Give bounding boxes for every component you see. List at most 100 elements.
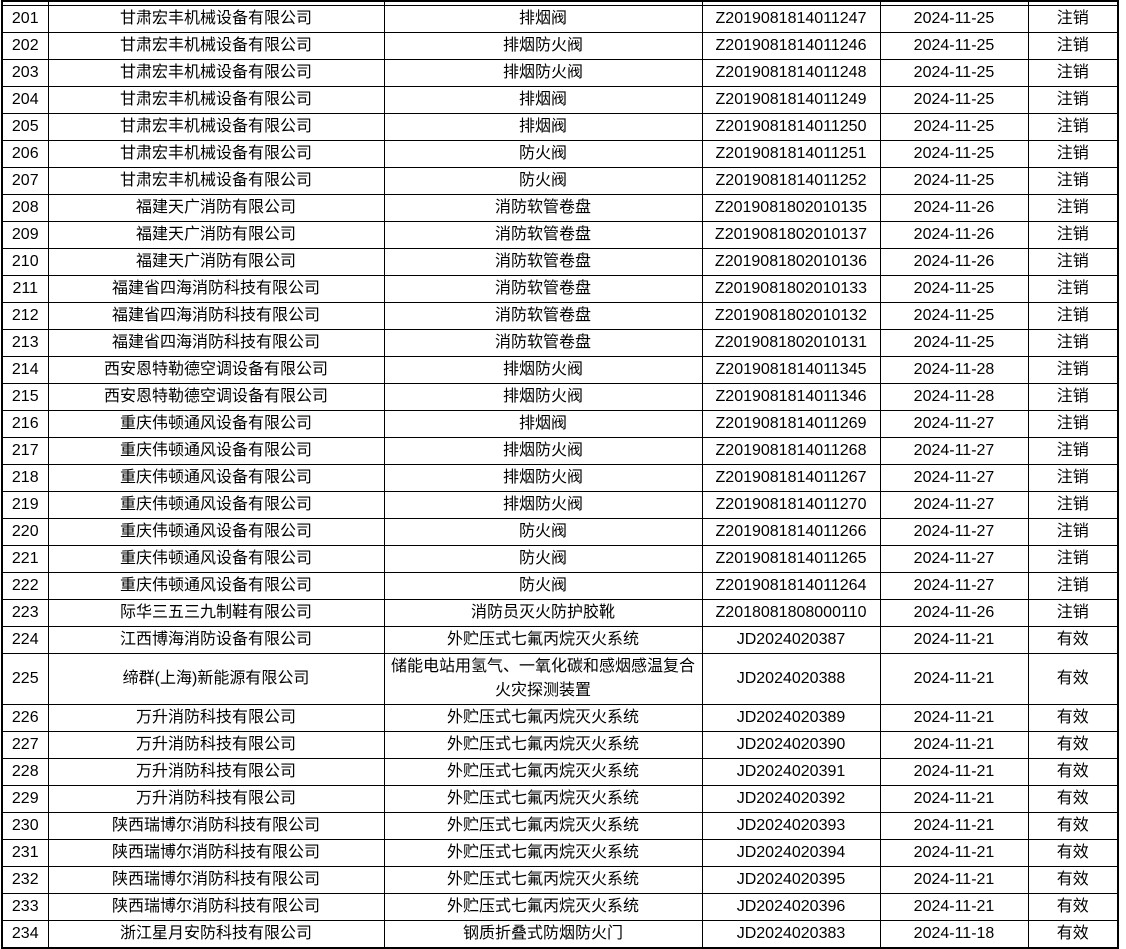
cell-status: 注销 xyxy=(1027,599,1119,627)
cell-date: 2024-11-25 xyxy=(879,5,1029,33)
table-row: 231 陕西瑞博尔消防科技有限公司 外贮压式七氟丙烷灭火系统 JD2024020394… xyxy=(1,839,1119,867)
cell-date: 2024-11-25 xyxy=(879,86,1029,114)
cell-product: 防火阀 xyxy=(383,572,703,600)
cell-no: 230 xyxy=(1,812,49,840)
cell-date: 2024-11-21 xyxy=(879,653,1029,705)
table-row: 223 际华三五三九制鞋有限公司 消防员灭火防护胶靴 Z201808180800011… xyxy=(1,599,1119,627)
cell-status: 注销 xyxy=(1027,194,1119,222)
cell-product: 钢质折叠式防烟防火门 xyxy=(383,920,703,949)
table-row: 215 西安恩特勒德空调设备有限公司 排烟防火阀 Z2019081814011346 2… xyxy=(1,383,1119,411)
cell-company: 西安恩特勒德空调设备有限公司 xyxy=(47,356,385,384)
cell-company: 缔群(上海)新能源有限公司 xyxy=(47,653,385,705)
cell-date: 2024-11-27 xyxy=(879,545,1029,573)
cell-status: 注销 xyxy=(1027,59,1119,87)
cell-status: 有效 xyxy=(1027,626,1119,654)
cell-no: 233 xyxy=(1,893,49,921)
cell-date: 2024-11-28 xyxy=(879,383,1029,411)
cell-no: 222 xyxy=(1,572,49,600)
table-row: 211 福建省四海消防科技有限公司 消防软管卷盘 Z2019081802010133 2… xyxy=(1,275,1119,303)
cell-no: 201 xyxy=(1,5,49,33)
cell-status: 有效 xyxy=(1027,731,1119,759)
cell-cert_no: Z2019081802010137 xyxy=(701,221,881,249)
cell-cert_no: Z2019081814011249 xyxy=(701,86,881,114)
cell-status: 有效 xyxy=(1027,653,1119,705)
cell-no: 213 xyxy=(1,329,49,357)
cell-no: 205 xyxy=(1,113,49,141)
cell-status: 有效 xyxy=(1027,866,1119,894)
cell-cert_no: Z2019081814011266 xyxy=(701,518,881,546)
cell-cert_no: Z2019081814011252 xyxy=(701,167,881,195)
cell-date: 2024-11-27 xyxy=(879,410,1029,438)
cell-product: 防火阀 xyxy=(383,167,703,195)
cell-date: 2024-11-25 xyxy=(879,140,1029,168)
cell-cert_no: JD2024020391 xyxy=(701,758,881,786)
table-row: 203 甘肃宏丰机械设备有限公司 排烟防火阀 Z2019081814011248 202… xyxy=(1,59,1119,87)
cell-date: 2024-11-25 xyxy=(879,275,1029,303)
cell-status: 注销 xyxy=(1027,383,1119,411)
cell-company: 甘肃宏丰机械设备有限公司 xyxy=(47,140,385,168)
cell-cert_no: JD2024020394 xyxy=(701,839,881,867)
cell-cert_no: JD2024020393 xyxy=(701,812,881,840)
cell-no: 204 xyxy=(1,86,49,114)
cell-product: 外贮压式七氟丙烷灭火系统 xyxy=(383,704,703,732)
cell-status: 注销 xyxy=(1027,5,1119,33)
cell-date: 2024-11-21 xyxy=(879,893,1029,921)
table-row: 225 缔群(上海)新能源有限公司 储能电站用氢气、一氧化碳和感烟感温复合火灾探测装… xyxy=(1,653,1119,705)
cell-company: 福建省四海消防科技有限公司 xyxy=(47,302,385,330)
cell-no: 206 xyxy=(1,140,49,168)
cell-company: 重庆伟顿通风设备有限公司 xyxy=(47,437,385,465)
cell-company: 福建省四海消防科技有限公司 xyxy=(47,329,385,357)
table-row: 219 重庆伟顿通风设备有限公司 排烟防火阀 Z2019081814011270 202… xyxy=(1,491,1119,519)
cell-no: 215 xyxy=(1,383,49,411)
cell-no: 234 xyxy=(1,920,49,949)
cell-status: 有效 xyxy=(1027,758,1119,786)
table-row: 228 万升消防科技有限公司 外贮压式七氟丙烷灭火系统 JD2024020391 202… xyxy=(1,758,1119,786)
cell-no: 223 xyxy=(1,599,49,627)
cell-no: 228 xyxy=(1,758,49,786)
cell-product: 排烟防火阀 xyxy=(383,383,703,411)
cell-status: 注销 xyxy=(1027,248,1119,276)
cell-company: 西安恩特勒德空调设备有限公司 xyxy=(47,383,385,411)
cell-status: 有效 xyxy=(1027,812,1119,840)
table-row: 212 福建省四海消防科技有限公司 消防软管卷盘 Z2019081802010132 2… xyxy=(1,302,1119,330)
cell-no: 208 xyxy=(1,194,49,222)
table-row: 217 重庆伟顿通风设备有限公司 排烟防火阀 Z2019081814011268 202… xyxy=(1,437,1119,465)
table-row: 220 重庆伟顿通风设备有限公司 防火阀 Z2019081814011266 2024-… xyxy=(1,518,1119,546)
table-row: 201 甘肃宏丰机械设备有限公司 排烟阀 Z2019081814011247 2024-… xyxy=(1,5,1119,33)
cell-date: 2024-11-21 xyxy=(879,626,1029,654)
cell-date: 2024-11-25 xyxy=(879,113,1029,141)
cell-product: 防火阀 xyxy=(383,140,703,168)
cell-company: 陕西瑞博尔消防科技有限公司 xyxy=(47,893,385,921)
cell-date: 2024-11-21 xyxy=(879,812,1029,840)
cell-status: 注销 xyxy=(1027,329,1119,357)
cell-product: 排烟阀 xyxy=(383,113,703,141)
cell-no: 221 xyxy=(1,545,49,573)
cell-date: 2024-11-28 xyxy=(879,356,1029,384)
cell-company: 甘肃宏丰机械设备有限公司 xyxy=(47,32,385,60)
cell-company: 万升消防科技有限公司 xyxy=(47,731,385,759)
table-row: 221 重庆伟顿通风设备有限公司 防火阀 Z2019081814011265 2024-… xyxy=(1,545,1119,573)
cell-company: 福建天广消防有限公司 xyxy=(47,221,385,249)
cell-company: 重庆伟顿通风设备有限公司 xyxy=(47,464,385,492)
cell-date: 2024-11-18 xyxy=(879,920,1029,949)
cell-status: 有效 xyxy=(1027,839,1119,867)
cell-date: 2024-11-25 xyxy=(879,329,1029,357)
cell-status: 注销 xyxy=(1027,275,1119,303)
cell-date: 2024-11-25 xyxy=(879,167,1029,195)
cell-company: 重庆伟顿通风设备有限公司 xyxy=(47,572,385,600)
cell-product: 消防软管卷盘 xyxy=(383,329,703,357)
cell-status: 注销 xyxy=(1027,464,1119,492)
cell-status: 注销 xyxy=(1027,32,1119,60)
cell-date: 2024-11-27 xyxy=(879,572,1029,600)
cell-cert_no: Z2019081802010136 xyxy=(701,248,881,276)
cell-cert_no: Z2019081814011267 xyxy=(701,464,881,492)
cell-status: 有效 xyxy=(1027,893,1119,921)
table-row: 229 万升消防科技有限公司 外贮压式七氟丙烷灭火系统 JD2024020392 202… xyxy=(1,785,1119,813)
cell-status: 注销 xyxy=(1027,356,1119,384)
cell-date: 2024-11-27 xyxy=(879,491,1029,519)
table-row: 209 福建天广消防有限公司 消防软管卷盘 Z2019081802010137 2024… xyxy=(1,221,1119,249)
table-row: 214 西安恩特勒德空调设备有限公司 排烟防火阀 Z2019081814011345 2… xyxy=(1,356,1119,384)
cell-product: 消防软管卷盘 xyxy=(383,194,703,222)
